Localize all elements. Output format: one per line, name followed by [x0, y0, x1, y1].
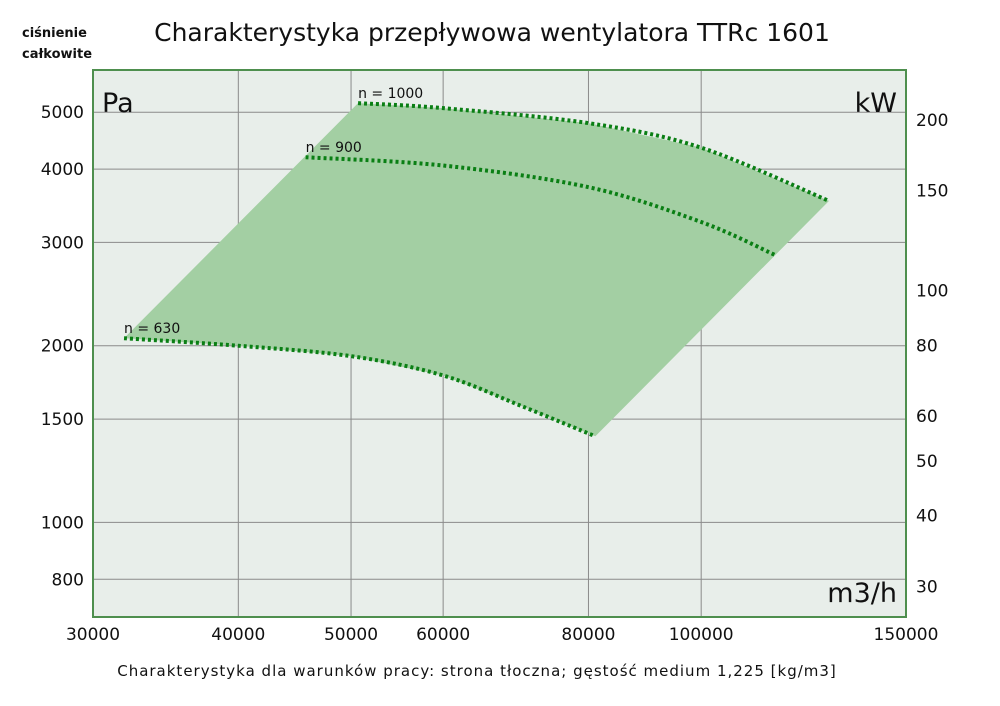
y-tick-label: 1000 — [41, 513, 84, 533]
y-tick-label: 3000 — [41, 233, 84, 253]
chart-footer: Charakterystyka dla warunków pracy: stro… — [117, 662, 837, 680]
y2-tick-label: 150 — [916, 182, 948, 202]
x-tick-label: 100000 — [669, 625, 734, 645]
operating-area-fill — [124, 103, 830, 437]
x-tick-label: 60000 — [416, 625, 470, 645]
y-label-line-1: ciśnienie — [22, 26, 87, 41]
y2-unit-label: kW — [855, 88, 897, 119]
y-tick-label: 5000 — [41, 103, 84, 123]
x-tick-label: 150000 — [874, 625, 939, 645]
y2-tick-label: 40 — [916, 507, 938, 527]
chart-title: Charakterystyka przepływowa wentylatora … — [154, 18, 830, 47]
y-tick-label: 1500 — [41, 410, 84, 430]
y2-tick-label: 50 — [916, 452, 938, 472]
y-tick-label: 4000 — [41, 160, 84, 180]
x-unit-label: m3/h — [827, 578, 897, 609]
x-tick-label: 50000 — [324, 625, 378, 645]
x-tick-label: 30000 — [66, 625, 120, 645]
x-tick-label: 40000 — [211, 625, 265, 645]
x-tick-label: 80000 — [561, 625, 615, 645]
y2-tick-label: 80 — [916, 336, 938, 356]
y2-tick-label: 200 — [916, 111, 948, 131]
y-unit-label: Pa — [102, 88, 134, 119]
y2-tick-label: 60 — [916, 407, 938, 427]
y2-tick-label: 100 — [916, 281, 948, 301]
y-tick-label: 2000 — [41, 337, 84, 357]
speed-curve-label: n = 1000 — [358, 86, 423, 102]
speed-curve — [357, 101, 830, 203]
y-label-line-2: całkowite — [22, 47, 92, 62]
speed-curve — [305, 155, 777, 257]
y-tick-label: 800 — [52, 570, 84, 590]
plot-border — [92, 69, 907, 618]
y2-tick-label: 30 — [916, 577, 938, 597]
speed-curve-label: n = 900 — [306, 140, 362, 156]
speed-curve-label: n = 630 — [124, 321, 180, 337]
